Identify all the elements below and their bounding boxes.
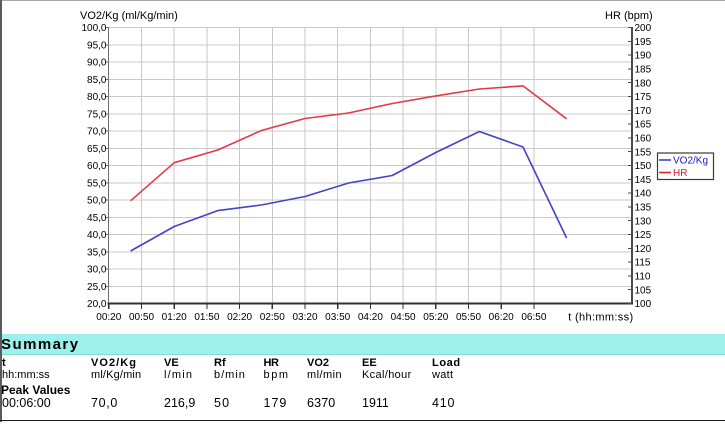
- svg-text:95,0: 95,0: [87, 40, 107, 51]
- svg-text:140: 140: [635, 189, 652, 200]
- svg-text:02:20: 02:20: [227, 312, 252, 323]
- svg-text:45,0: 45,0: [87, 213, 107, 224]
- svg-text:160: 160: [635, 134, 652, 145]
- svg-text:04:50: 04:50: [391, 312, 416, 323]
- svg-text:190: 190: [635, 51, 652, 62]
- svg-text:40,0: 40,0: [87, 230, 107, 241]
- svg-text:145: 145: [635, 175, 652, 186]
- svg-text:VO2/Kg: VO2/Kg: [673, 156, 708, 167]
- svg-text:110: 110: [635, 272, 651, 283]
- svg-text:VO2/Kg (ml/Kg/min): VO2/Kg (ml/Kg/min): [80, 10, 178, 22]
- svg-text:03:20: 03:20: [292, 312, 317, 323]
- svg-text:120: 120: [635, 244, 652, 255]
- svg-text:06:20: 06:20: [489, 312, 514, 323]
- svg-text:130: 130: [635, 216, 652, 227]
- svg-text:155: 155: [635, 147, 652, 158]
- svg-text:50,0: 50,0: [87, 196, 107, 207]
- svg-text:t (hh:mm:ss): t (hh:mm:ss): [568, 312, 633, 324]
- svg-text:165: 165: [635, 120, 652, 131]
- svg-text:125: 125: [635, 230, 652, 241]
- svg-text:01:50: 01:50: [194, 312, 219, 323]
- svg-text:180: 180: [635, 78, 652, 89]
- svg-text:170: 170: [635, 106, 652, 117]
- svg-text:80,0: 80,0: [87, 92, 107, 103]
- svg-text:65,0: 65,0: [87, 144, 107, 155]
- svg-text:75,0: 75,0: [87, 109, 107, 120]
- svg-text:185: 185: [635, 65, 652, 76]
- svg-text:05:50: 05:50: [456, 312, 481, 323]
- svg-text:01:20: 01:20: [162, 312, 187, 323]
- svg-text:175: 175: [635, 92, 652, 103]
- svg-text:195: 195: [635, 37, 652, 48]
- svg-text:HR: HR: [673, 168, 687, 179]
- svg-text:100: 100: [635, 299, 652, 310]
- svg-text:85,0: 85,0: [87, 75, 107, 86]
- svg-text:30,0: 30,0: [87, 265, 107, 276]
- svg-text:20,0: 20,0: [87, 299, 107, 310]
- svg-text:55,0: 55,0: [87, 178, 107, 189]
- svg-text:100,0: 100,0: [81, 23, 106, 34]
- svg-text:200: 200: [635, 23, 652, 34]
- svg-text:05:20: 05:20: [423, 312, 448, 323]
- svg-text:115: 115: [635, 258, 651, 269]
- svg-text:70,0: 70,0: [87, 127, 107, 138]
- svg-text:135: 135: [635, 203, 652, 214]
- svg-text:06:50: 06:50: [521, 312, 546, 323]
- svg-text:04:20: 04:20: [358, 312, 383, 323]
- svg-text:02:50: 02:50: [260, 312, 285, 323]
- svg-text:60,0: 60,0: [87, 161, 107, 172]
- svg-text:HR (bpm): HR (bpm): [605, 10, 653, 22]
- svg-text:25,0: 25,0: [87, 282, 107, 293]
- svg-text:35,0: 35,0: [87, 247, 107, 258]
- svg-text:105: 105: [635, 285, 652, 296]
- svg-text:03:50: 03:50: [325, 312, 350, 323]
- svg-text:150: 150: [635, 161, 652, 172]
- svg-text:90,0: 90,0: [87, 58, 107, 69]
- svg-text:00:50: 00:50: [129, 312, 154, 323]
- svg-text:00:20: 00:20: [96, 312, 121, 323]
